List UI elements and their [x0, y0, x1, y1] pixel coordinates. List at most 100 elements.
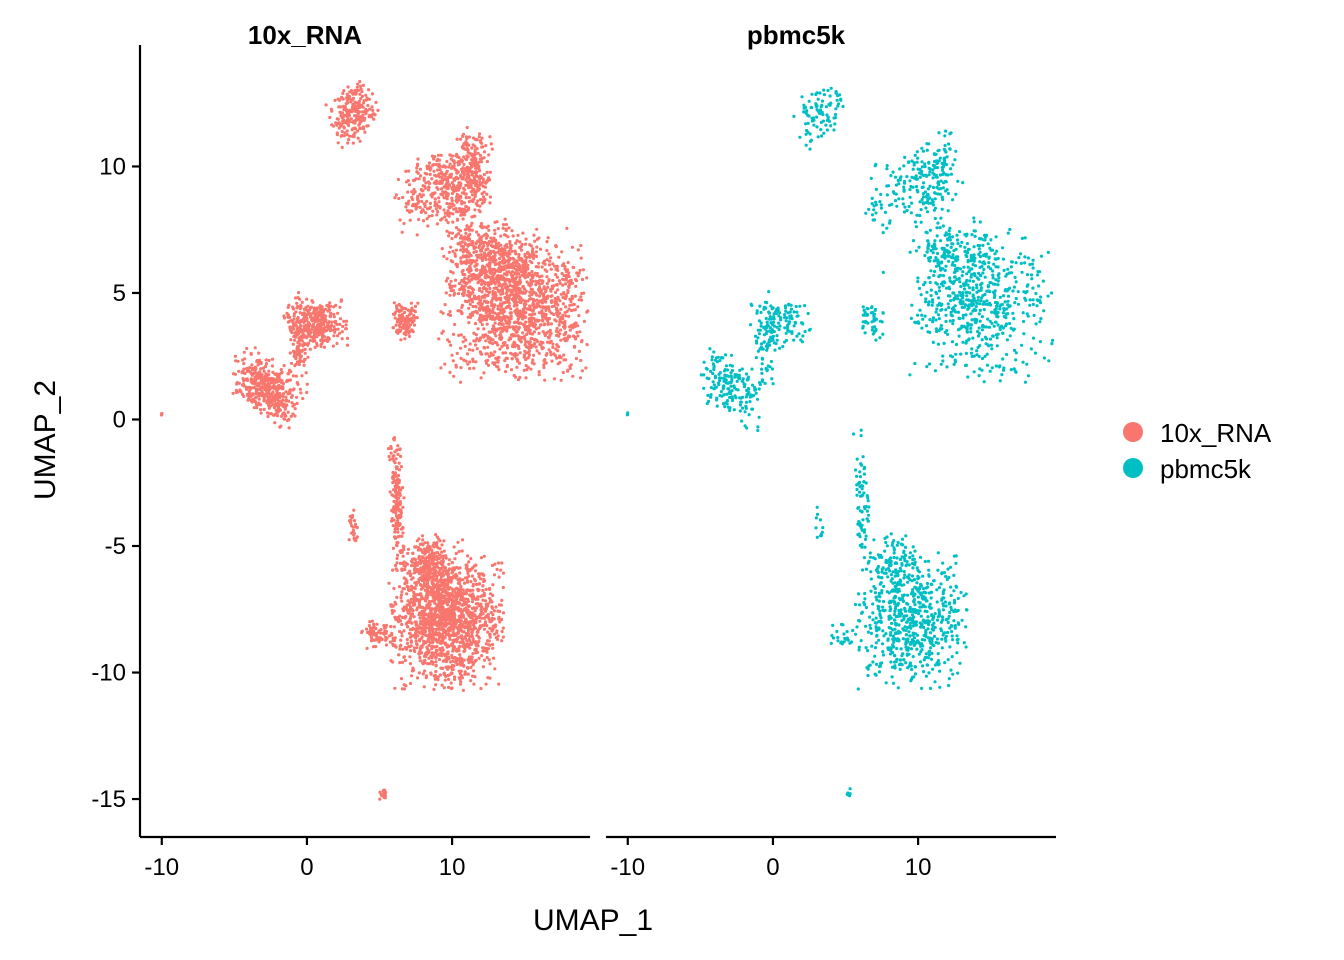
data-point — [448, 310, 452, 314]
data-point — [569, 324, 573, 328]
data-point — [550, 294, 554, 298]
data-point — [571, 374, 575, 378]
data-point — [299, 359, 303, 363]
data-point — [483, 197, 487, 201]
data-point — [420, 199, 424, 203]
data-point — [288, 391, 292, 395]
data-point — [577, 271, 581, 275]
data-point — [488, 271, 492, 275]
data-point — [558, 281, 562, 285]
data-point — [469, 567, 473, 571]
data-point — [394, 521, 398, 525]
data-point — [454, 248, 458, 252]
data-point — [455, 200, 459, 204]
data-point — [473, 163, 477, 167]
data-point — [537, 331, 541, 335]
data-point — [412, 187, 416, 192]
data-point — [398, 314, 402, 318]
data-point — [462, 209, 466, 213]
data-point — [554, 290, 558, 294]
data-point — [259, 385, 263, 389]
data-point — [269, 381, 273, 385]
data-point — [449, 205, 453, 209]
data-point — [538, 294, 542, 298]
data-point — [260, 389, 264, 394]
data-point — [490, 276, 494, 280]
data-point — [394, 502, 398, 506]
data-point — [449, 157, 453, 161]
data-point — [543, 262, 547, 266]
data-point — [396, 444, 400, 448]
data-point — [468, 302, 472, 306]
data-point — [497, 327, 501, 331]
data-point — [346, 85, 350, 89]
data-point — [450, 353, 454, 357]
data-point — [398, 218, 402, 222]
data-point — [498, 308, 502, 312]
data-point — [444, 177, 448, 181]
data-point — [485, 192, 489, 196]
data-point — [391, 644, 396, 648]
data-point — [461, 255, 465, 259]
data-point — [493, 317, 497, 321]
data-point — [462, 278, 466, 282]
data-point — [333, 319, 338, 323]
data-point — [455, 351, 459, 355]
data-point — [462, 658, 466, 662]
data-point — [530, 332, 535, 336]
data-point — [468, 151, 472, 155]
data-point — [467, 285, 471, 290]
data-point — [447, 234, 451, 238]
data-point — [444, 218, 448, 222]
data-point — [445, 169, 449, 173]
data-point — [545, 317, 549, 322]
data-point — [450, 181, 454, 185]
data-point — [477, 245, 481, 250]
data-point — [555, 326, 559, 331]
data-point — [497, 322, 501, 326]
data-point — [398, 614, 402, 618]
data-point — [554, 329, 559, 333]
data-point — [398, 325, 402, 329]
data-point — [475, 311, 479, 315]
data-point — [419, 645, 423, 649]
data-point — [431, 209, 435, 213]
data-point — [454, 572, 458, 577]
data-point — [363, 130, 367, 134]
data-point — [439, 641, 443, 646]
data-point — [451, 184, 455, 188]
data-point — [557, 334, 561, 338]
data-point — [485, 300, 489, 304]
data-point — [535, 245, 539, 249]
data-point — [511, 256, 515, 260]
data-point — [442, 254, 446, 258]
data-point — [449, 172, 453, 176]
data-point — [437, 627, 441, 631]
data-point — [320, 312, 324, 316]
data-point — [370, 92, 375, 96]
data-point — [480, 572, 484, 576]
data-point — [428, 172, 432, 176]
data-point — [406, 551, 410, 556]
data-point — [510, 297, 514, 301]
data-point — [475, 296, 479, 300]
data-point — [573, 294, 578, 298]
data-point — [372, 117, 376, 121]
data-point — [395, 544, 399, 548]
data-point — [462, 142, 466, 146]
data-point — [487, 153, 491, 157]
data-point — [262, 407, 266, 411]
data-point — [389, 659, 393, 663]
data-point — [544, 353, 548, 357]
data-point — [555, 275, 560, 279]
data-point — [449, 285, 454, 289]
data-point — [459, 167, 464, 171]
data-point — [434, 669, 438, 674]
data-point — [305, 382, 309, 386]
data-point — [537, 318, 541, 322]
data-point — [522, 353, 527, 358]
data-point — [405, 603, 409, 607]
data-point — [476, 188, 480, 192]
data-point — [455, 169, 459, 173]
data-point — [470, 170, 474, 174]
